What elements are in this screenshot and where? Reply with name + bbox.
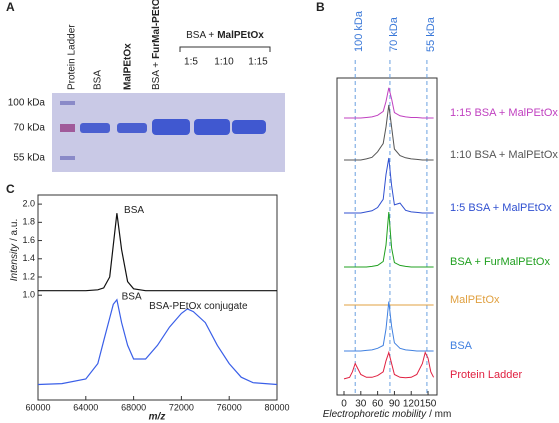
axis-text: Electrophoretic mobility	[323, 409, 427, 420]
y-tick-label: 1.4	[22, 253, 35, 263]
trace	[344, 301, 434, 352]
trace	[344, 211, 434, 268]
axis-text: / mm	[429, 409, 451, 420]
annotation: BSA	[124, 205, 144, 216]
trace	[38, 213, 277, 292]
x-axis-label: m/z	[149, 412, 166, 423]
y-tick-label: 1.8	[22, 217, 35, 227]
marker-label: 100 kDa	[353, 10, 365, 52]
group-text: MalPEtOx	[217, 30, 264, 41]
x-tick-label: 30	[355, 399, 367, 410]
group-text: BSA +	[186, 30, 214, 41]
y-axis-label: Intensity / a.u.	[9, 219, 20, 282]
band	[80, 123, 110, 133]
trace	[343, 350, 435, 380]
marker-label: 100 kDa	[8, 98, 46, 109]
bracket	[179, 46, 271, 52]
x-tick-label: 68000	[121, 402, 146, 412]
annotation: BSA-PEtOx conjugate	[149, 301, 248, 312]
x-tick-label: 76000	[217, 402, 242, 412]
marker-label: 55 kDa	[13, 153, 45, 164]
trace-label: BSA + FurMalPEtOx	[450, 256, 550, 268]
y-tick-label: 1.2	[22, 271, 35, 281]
y-tick-label: 2.0	[22, 198, 35, 208]
plot-frame	[37, 194, 278, 401]
lane-label: BSA	[93, 70, 104, 90]
trace	[37, 298, 278, 386]
trace	[344, 157, 434, 214]
ratio-label: 1:10	[214, 57, 234, 68]
band	[117, 123, 147, 133]
x-tick-label: 64000	[73, 402, 98, 412]
marker-label: 70 kDa	[13, 123, 45, 134]
band	[60, 101, 75, 105]
panel-letter: C	[6, 182, 15, 196]
panel-letter: B	[316, 0, 325, 14]
trace	[344, 87, 434, 119]
x-tick-label: 120	[403, 399, 420, 410]
x-tick-label: 0	[341, 399, 347, 410]
trace-label: BSA	[450, 340, 473, 352]
x-tick-label: 90	[389, 399, 401, 410]
trace-label: Protein Ladder	[450, 369, 522, 381]
lane-label: MalPEtOx	[123, 43, 134, 90]
trace-label: 1:15 BSA + MalPEtOx	[450, 107, 558, 119]
x-tick-label: 72000	[169, 402, 194, 412]
y-tick-label: 1.0	[22, 290, 35, 300]
annotation: BSA	[122, 292, 142, 303]
ratio-label: 1:5	[184, 57, 198, 68]
lane-text: BSA +	[151, 62, 162, 90]
lane-text: FurMal-PEtOx	[151, 0, 162, 59]
ratio-label: 1:15	[248, 57, 268, 68]
band	[194, 119, 230, 135]
trace-label: 1:5 BSA + MalPEtOx	[450, 202, 552, 214]
lane-label: BSA + FurMal-PEtOx	[151, 0, 162, 90]
x-axis-label: Electrophoretic mobility / mm	[323, 409, 452, 420]
band	[60, 124, 75, 132]
y-tick-label: 1.6	[22, 235, 35, 245]
panel-a: A Protein Ladder BSA MalPEtOx BSA + FurMa…	[6, 0, 285, 172]
x-tick-label: 60	[372, 399, 384, 410]
axis-text: Intensity	[9, 243, 20, 281]
x-tick-label: 150	[420, 399, 437, 410]
plot-frame	[336, 77, 438, 396]
group-label: BSA + MalPEtOx	[186, 30, 264, 41]
panel-letter: A	[6, 0, 15, 14]
x-tick-label: 80000	[264, 402, 289, 412]
band	[152, 119, 190, 135]
band	[60, 156, 75, 160]
lane-label: Protein Ladder	[67, 24, 78, 90]
trace	[344, 104, 434, 161]
marker-label: 55 kDa	[425, 16, 437, 52]
trace-label: MalPEtOx	[450, 294, 500, 306]
x-tick-label: 60000	[25, 402, 50, 412]
band	[232, 120, 266, 134]
marker-label: 70 kDa	[388, 16, 400, 52]
axis-text: / a.u.	[9, 219, 20, 241]
trace-label: 1:10 BSA + MalPEtOx	[450, 149, 558, 161]
